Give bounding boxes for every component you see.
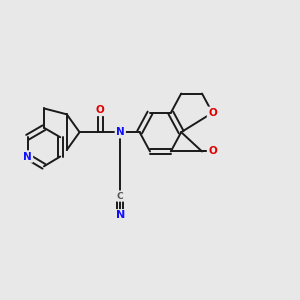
Text: N: N — [116, 210, 125, 220]
Text: O: O — [208, 146, 217, 157]
Text: N: N — [23, 152, 32, 161]
Text: C: C — [117, 192, 124, 201]
Text: N: N — [116, 127, 125, 137]
Text: O: O — [208, 108, 217, 118]
Text: O: O — [96, 105, 105, 115]
